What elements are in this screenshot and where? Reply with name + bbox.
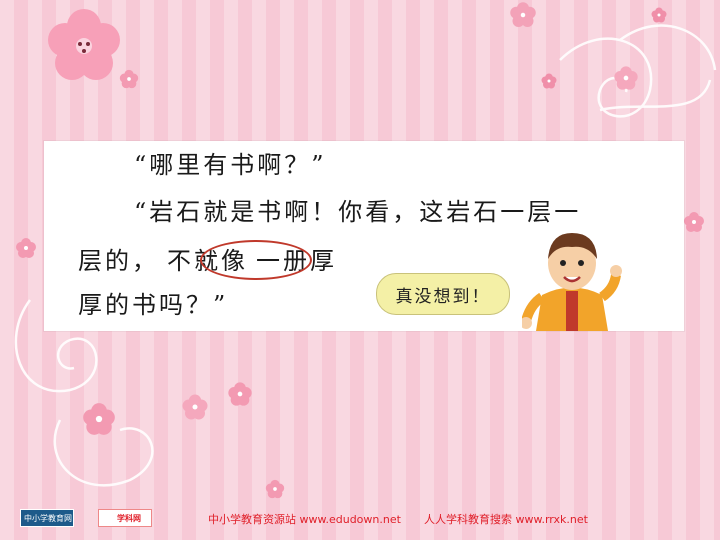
edudown-logo[interactable]: 中小学教育网 [20, 509, 74, 527]
flower-icon [684, 212, 704, 232]
passage-card: “哪里有书啊？” “岩石就是书啊！你看，这岩石一层一 层的， 不就像 一册厚 厚的书… [44, 141, 684, 331]
cartoon-boy-icon [522, 233, 622, 331]
passage-line-4: 厚的书吗？” [78, 291, 229, 319]
flower-large-icon [48, 9, 120, 80]
footer-link-edudown[interactable]: 中小学教育资源站 www.edudown.net [208, 513, 401, 526]
flower-icon [265, 479, 285, 499]
flower-icon [651, 7, 667, 23]
speech-bubble: 真没想到！ [376, 273, 510, 315]
flower-icon [119, 69, 139, 89]
passage-line-2: “岩石就是书啊！你看，这岩石一层一 [134, 198, 582, 226]
highlight-circle [200, 240, 312, 280]
flower-icon [228, 382, 252, 406]
passage-line-1: “哪里有书啊？” [134, 151, 327, 179]
flower-icon [510, 2, 536, 27]
passage-line-3-start: 层的， [78, 247, 159, 275]
flower-icon [83, 403, 115, 435]
flower-icon [182, 394, 208, 420]
flower-icon [16, 238, 36, 258]
flower-icon [614, 66, 638, 90]
rrxk-logo[interactable]: 学科网 [98, 509, 152, 527]
flower-icon [541, 73, 557, 89]
footer-link-rrxk[interactable]: 人人学科教育搜索 www.rrxk.net [424, 513, 588, 526]
